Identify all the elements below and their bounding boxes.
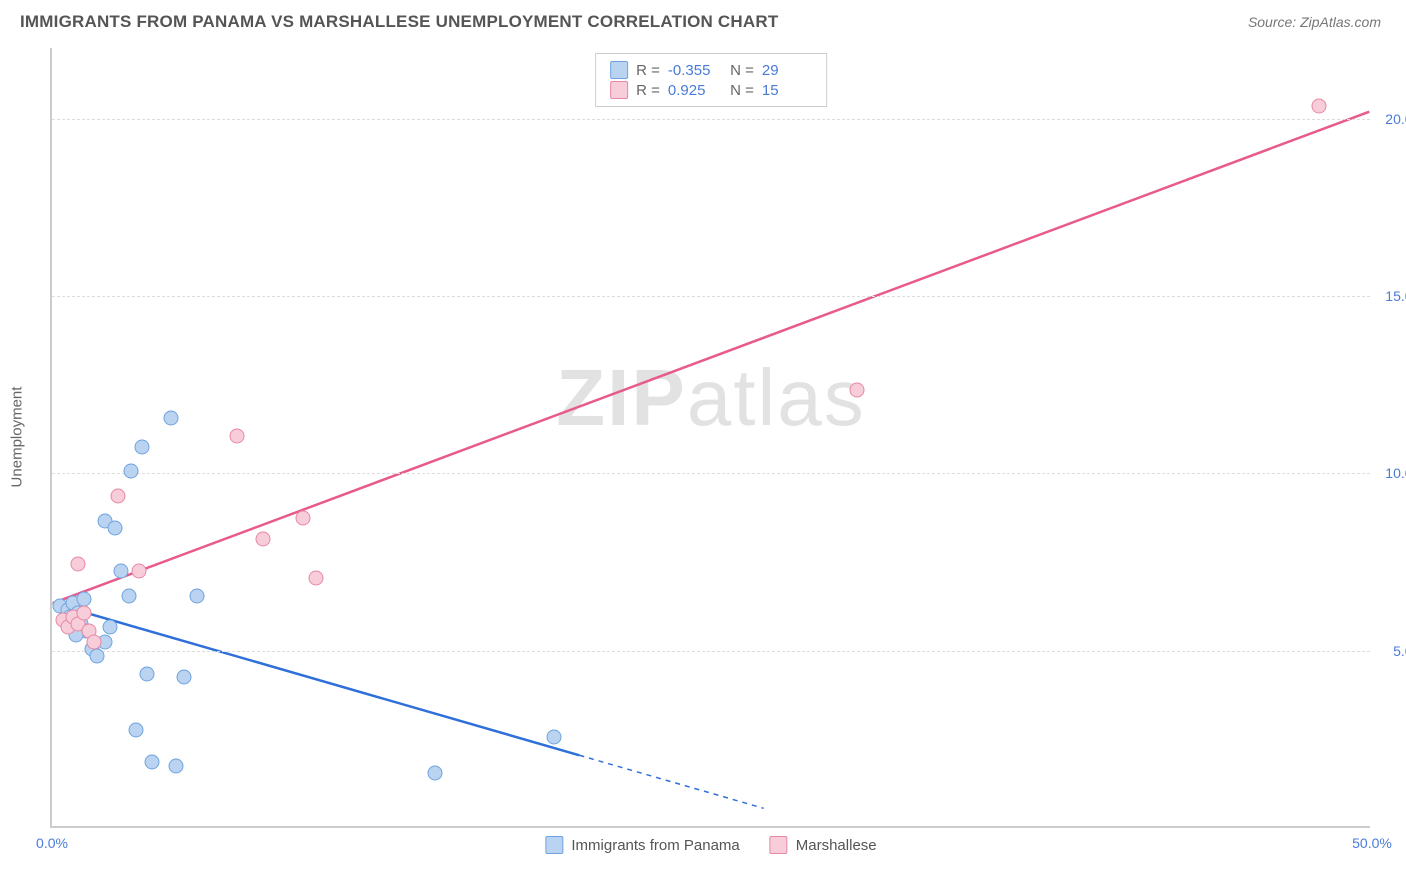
watermark-text: ZIPatlas bbox=[556, 352, 865, 444]
n-label: N = bbox=[726, 62, 754, 79]
r-label: R = bbox=[636, 62, 660, 79]
swatch-marshallese bbox=[610, 81, 628, 99]
data-point-panama bbox=[177, 670, 192, 685]
legend-swatch-panama bbox=[545, 836, 563, 854]
data-point-panama bbox=[190, 588, 205, 603]
stats-row-marshallese: R = 0.925 N = 15 bbox=[610, 80, 812, 100]
legend-item-panama: Immigrants from Panama bbox=[545, 836, 739, 854]
n-label: N = bbox=[726, 82, 754, 99]
data-point-panama bbox=[134, 439, 149, 454]
legend-item-marshallese: Marshallese bbox=[770, 836, 877, 854]
n-value: 29 bbox=[762, 62, 812, 79]
gridline bbox=[52, 651, 1370, 652]
swatch-panama bbox=[610, 61, 628, 79]
data-point-marshallese bbox=[229, 429, 244, 444]
y-tick-label: 20.0% bbox=[1385, 111, 1406, 127]
gridline bbox=[52, 473, 1370, 474]
x-tick-label: 50.0% bbox=[1352, 835, 1392, 851]
source-label: Source: ZipAtlas.com bbox=[1248, 14, 1381, 30]
data-point-marshallese bbox=[87, 634, 102, 649]
data-point-marshallese bbox=[76, 606, 91, 621]
data-point-panama bbox=[140, 666, 155, 681]
data-point-marshallese bbox=[850, 382, 865, 397]
r-value: 0.925 bbox=[668, 82, 718, 99]
data-point-panama bbox=[163, 411, 178, 426]
y-tick-label: 5.0% bbox=[1393, 643, 1406, 659]
x-tick-label: 0.0% bbox=[36, 835, 68, 851]
gridline bbox=[52, 119, 1370, 120]
data-point-marshallese bbox=[132, 563, 147, 578]
y-tick-label: 10.0% bbox=[1385, 465, 1406, 481]
data-point-panama bbox=[113, 563, 128, 578]
stats-row-panama: R = -0.355 N = 29 bbox=[610, 60, 812, 80]
legend-label: Immigrants from Panama bbox=[571, 837, 739, 854]
data-point-marshallese bbox=[1312, 99, 1327, 114]
chart-title: IMMIGRANTS FROM PANAMA VS MARSHALLESE UN… bbox=[20, 12, 778, 32]
data-point-panama bbox=[89, 648, 104, 663]
data-point-panama bbox=[427, 765, 442, 780]
legend-swatch-marshallese bbox=[770, 836, 788, 854]
stats-legend-box: R = -0.355 N = 29 R = 0.925 N = 15 bbox=[595, 53, 827, 107]
header-bar: IMMIGRANTS FROM PANAMA VS MARSHALLESE UN… bbox=[0, 0, 1406, 40]
chart-svg-layer bbox=[52, 48, 1370, 826]
y-axis-label: Unemployment bbox=[9, 387, 26, 488]
data-point-panama bbox=[76, 592, 91, 607]
data-point-marshallese bbox=[71, 556, 86, 571]
data-point-panama bbox=[129, 723, 144, 738]
data-point-panama bbox=[108, 521, 123, 536]
data-point-marshallese bbox=[256, 531, 271, 546]
r-label: R = bbox=[636, 82, 660, 99]
data-point-panama bbox=[145, 755, 160, 770]
data-point-panama bbox=[546, 730, 561, 745]
bottom-legend: Immigrants from Panama Marshallese bbox=[545, 836, 876, 854]
data-point-panama bbox=[169, 758, 184, 773]
legend-label: Marshallese bbox=[796, 837, 877, 854]
gridline bbox=[52, 296, 1370, 297]
data-point-marshallese bbox=[111, 489, 126, 504]
r-value: -0.355 bbox=[668, 62, 718, 79]
y-tick-label: 15.0% bbox=[1385, 288, 1406, 304]
data-point-panama bbox=[121, 588, 136, 603]
data-point-marshallese bbox=[295, 510, 310, 525]
n-value: 15 bbox=[762, 82, 812, 99]
data-point-marshallese bbox=[309, 570, 324, 585]
chart-plot-area: Unemployment ZIPatlas R =-0.355 N =29R =… bbox=[50, 48, 1370, 828]
data-point-panama bbox=[103, 620, 118, 635]
data-point-panama bbox=[124, 464, 139, 479]
